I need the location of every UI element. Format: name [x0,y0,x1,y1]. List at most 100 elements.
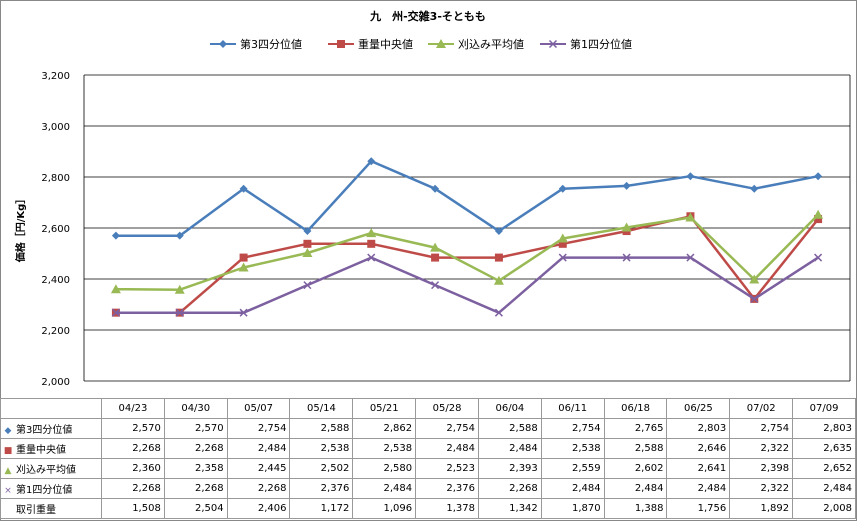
series-line-1 [115,215,820,314]
table-header-row: 04/23 04/30 05/07 05/14 05/21 05/28 06/04 06/11… [0,398,856,419]
row-label: 第1四分位値 [16,485,73,496]
table-row: ■ 重量中央値 2,268 2,268 2,484 2,538 2,538 2,484 2,48… [0,438,856,459]
data-table: 04/23 04/30 05/07 05/14 05/21 05/28 06/04 06/11… [0,398,856,519]
data-label: 1,892 [729,498,794,519]
row-label: 取引重量 [16,505,56,516]
data-point-0-4 [367,157,376,166]
data-label: 2,484 [603,478,668,499]
y-tick-label: 2,400 [41,275,70,286]
data-point-3-11 [814,253,823,262]
data-point-0-2 [239,184,248,193]
data-point-3-0 [111,308,120,317]
data-label: 2,588 [289,418,354,439]
data-point-3-9 [686,253,695,262]
x-tick-label: 04/30 [163,398,228,419]
data-label: 2,484 [540,478,605,499]
x-tick-label: 05/28 [415,398,479,419]
data-label: 2,754 [540,418,605,439]
data-point-0-6 [494,227,503,236]
data-point-1-6 [494,253,503,262]
data-label: 2,559 [540,458,605,479]
data-label: 1,172 [289,498,354,519]
data-point-3-6 [494,308,503,317]
legend-marker-2 [436,39,446,48]
data-point-2-6 [493,275,504,285]
row-marker-icon: ■ [3,446,13,456]
data-label: 2,803 [666,418,731,439]
data-label: 2,393 [477,458,542,479]
legend-label: 刈込み平均値 [458,38,524,51]
row-label: 刈込み平均値 [16,465,76,476]
data-point-3-3 [303,281,312,290]
data-point-2-3 [302,247,313,257]
table-row: ◆ 第3四分位値 2,570 2,570 2,754 2,588 2,862 2,754 2,5… [0,418,856,439]
data-label: 1,508 [101,498,165,519]
data-label: 2,570 [101,418,165,439]
data-point-0-8 [622,181,631,190]
data-point-0-1 [175,231,184,240]
y-tick-label: 3,200 [41,71,70,82]
data-label: 2,538 [289,438,354,459]
x-tick-label: 06/04 [477,398,542,419]
x-tick-label: 06/25 [666,398,731,419]
data-label: 2,484 [477,438,542,459]
data-point-2-8 [621,222,632,232]
data-label: 2,765 [603,418,668,439]
data-point-0-5 [431,184,440,193]
data-point-3-4 [367,253,376,262]
data-label: 2,538 [352,438,417,459]
data-label: 2,588 [603,438,668,459]
y-axis-label: 価格［円/Kg］ [14,194,27,264]
y-tick-label: 3,000 [41,122,70,133]
data-label: 1,870 [540,498,605,519]
data-label: 1,756 [666,498,731,519]
table-row: 取引重量 1,508 2,504 2,406 1,172 1,096 1,378 1,342 1… [0,498,856,519]
data-point-2-9 [685,212,696,222]
legend-label: 重量中央値 [358,37,413,51]
series-line-2 [115,213,819,291]
data-label: 2,862 [352,418,417,439]
data-label: 1,378 [415,498,479,519]
data-label: 2,803 [792,418,856,439]
data-point-1-2 [239,253,248,262]
data-label: 2,268 [477,478,542,499]
row-label-cell: × 第1四分位値 [0,478,102,499]
data-label: 2,523 [415,458,479,479]
data-label: 2,358 [163,458,228,479]
data-point-0-11 [814,172,823,181]
data-label: 2,484 [666,478,731,499]
legend-marker-3 [548,39,558,49]
data-label: 2,484 [415,438,479,459]
data-point-2-7 [557,233,568,243]
data-point-1-11 [814,215,823,224]
x-tick-label: 06/11 [540,398,605,419]
data-label: 2,322 [729,478,794,499]
data-label: 2,484 [792,478,856,499]
data-point-2-0 [110,284,121,294]
chart-title: 九 州-交雑3-そともも [369,9,486,23]
table-row: × 第1四分位値 2,268 2,268 2,268 2,376 2,484 2,376 2,2… [0,478,856,499]
x-tick-label: 05/21 [352,398,417,419]
row-label-cell: ■ 重量中央値 [0,438,102,459]
row-marker-icon: ◆ [4,426,12,436]
y-tick-label: 2,200 [41,326,70,337]
data-point-3-8 [622,253,631,262]
table-row: ▲ 刈込み平均値 2,360 2,358 2,445 2,502 2,580 2,523 2,3… [0,458,856,479]
legend-label: 第1四分位値 [570,37,632,51]
legend-marker-0 [219,40,227,48]
data-label: 2,398 [729,458,794,479]
data-label: 2,268 [101,438,165,459]
data-label: 2,588 [477,418,542,439]
data-point-3-5 [431,281,440,290]
data-label: 2,484 [226,438,291,459]
data-label: 2,754 [415,418,479,439]
data-label: 2,652 [792,458,856,479]
data-label: 2,376 [289,478,354,499]
row-label-cell: ▲ 刈込み平均値 [0,458,102,479]
data-label: 1,342 [477,498,542,519]
data-point-2-1 [174,284,185,294]
data-label: 2,646 [666,438,731,459]
legend-label: 第3四分位値 [240,37,302,51]
data-label: 2,504 [163,498,228,519]
